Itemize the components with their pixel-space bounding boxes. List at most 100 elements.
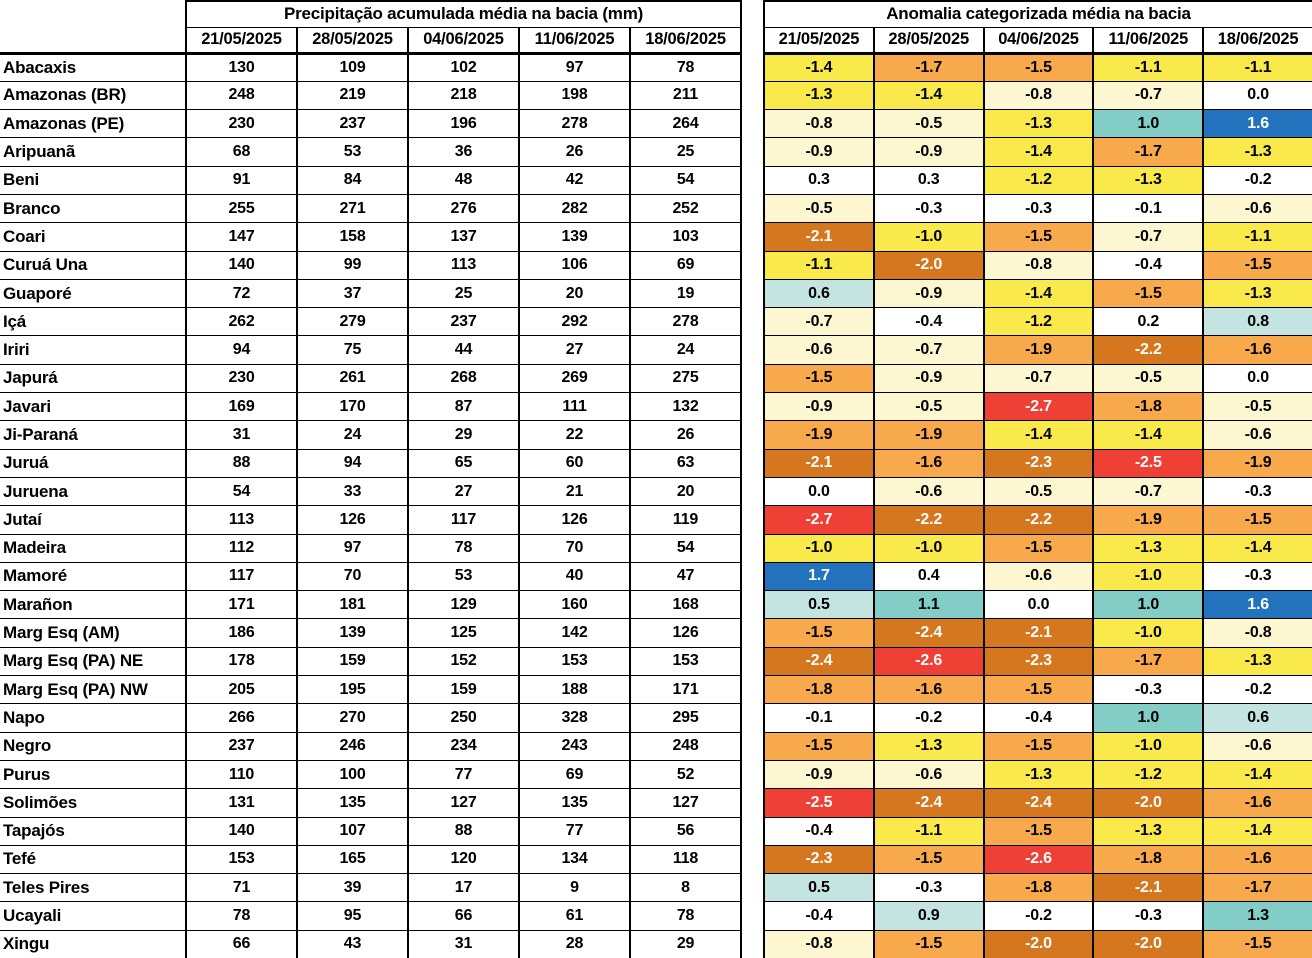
- date-header: 21/05/2025: [185, 26, 298, 55]
- anomaly-row: -0.9 -0.9 -1.4 -1.7 -1.3: [763, 137, 1312, 167]
- anomaly-row: -1.4 -1.7 -1.5 -1.1 -1.1: [763, 52, 1312, 82]
- anomaly-value-cell: -2.0: [872, 250, 985, 280]
- precip-value-cell: 169: [185, 392, 298, 422]
- anomaly-value-cell: -1.4: [1202, 816, 1312, 846]
- basin-label: Solimões: [0, 788, 187, 818]
- anomaly-value-cell: -1.5: [872, 929, 985, 958]
- anomaly-value-cell: -1.6: [872, 448, 985, 478]
- precip-value-cell: 91: [185, 165, 298, 195]
- precip-value-cell: 56: [628, 816, 743, 846]
- basin-label: Juruena: [0, 476, 187, 507]
- basin-label: Marg Esq (PA) NW: [0, 675, 187, 705]
- anomaly-value-cell: -0.3: [1092, 675, 1205, 705]
- anomaly-value-cell: -1.3: [1202, 646, 1312, 677]
- precip-value-cell: 61: [518, 901, 631, 931]
- precip-value-cell: 159: [407, 675, 520, 705]
- anomaly-value-cell: -1.0: [763, 533, 875, 563]
- anomaly-value-cell: -0.3: [872, 873, 985, 903]
- anomaly-row: 1.7 0.4 -0.6 -1.0 -0.3: [763, 561, 1312, 592]
- anomaly-value-cell: -1.8: [1092, 392, 1205, 422]
- anomaly-value-cell: -1.5: [982, 731, 1095, 761]
- precip-value-cell: 36: [407, 137, 520, 167]
- precip-value-cell: 39: [296, 873, 409, 903]
- precip-row: Ucayali 78 95 66 61 78: [0, 901, 743, 931]
- precip-value-cell: 106: [518, 250, 631, 280]
- precip-value-cell: 328: [518, 703, 631, 733]
- anomaly-value-cell: -1.9: [1092, 505, 1205, 535]
- precip-value-cell: 24: [296, 420, 409, 450]
- precip-value-cell: 88: [185, 448, 298, 478]
- anomaly-value-cell: -0.8: [982, 250, 1095, 280]
- anomaly-value-cell: -1.7: [1202, 873, 1312, 903]
- anomaly-value-cell: -1.4: [1092, 420, 1205, 450]
- precip-value-cell: 78: [185, 901, 298, 931]
- precip-row: Marg Esq (PA) NW 205 195 159 188 171: [0, 675, 743, 705]
- anomaly-value-cell: -0.6: [763, 335, 875, 365]
- precip-value-cell: 66: [185, 929, 298, 958]
- anomaly-value-cell: -2.0: [1092, 788, 1205, 818]
- precip-row: Juruá 88 94 65 60 63: [0, 448, 743, 478]
- precip-value-cell: 278: [628, 307, 743, 337]
- precip-value-cell: 117: [407, 505, 520, 535]
- precip-value-cell: 9: [518, 873, 631, 903]
- anomaly-row: -2.7 -2.2 -2.2 -1.9 -1.5: [763, 505, 1312, 535]
- anomaly-value-cell: -1.3: [982, 759, 1095, 790]
- precip-row: Marañon 171 181 129 160 168: [0, 590, 743, 620]
- precip-value-cell: 29: [407, 420, 520, 450]
- basin-label: Iriri: [0, 335, 187, 365]
- anomaly-value-cell: 0.3: [872, 165, 985, 195]
- anomaly-value-cell: -1.5: [1092, 278, 1205, 309]
- anomaly-row: -2.3 -1.5 -2.6 -1.8 -1.6: [763, 844, 1312, 875]
- precip-value-cell: 48: [407, 165, 520, 195]
- precip-value-cell: 29: [628, 929, 743, 958]
- precip-value-cell: 126: [518, 505, 631, 535]
- precip-row: Amazonas (PE) 230 237 196 278 264: [0, 109, 743, 139]
- precip-value-cell: 218: [407, 80, 520, 111]
- precip-value-cell: 47: [628, 561, 743, 592]
- anomaly-value-cell: -0.9: [763, 392, 875, 422]
- precip-row: Amazonas (BR) 248 219 218 198 211: [0, 80, 743, 111]
- corner-cell: [0, 1, 187, 55]
- precip-value-cell: 292: [518, 307, 631, 337]
- anomaly-row: -2.1 -1.6 -2.3 -2.5 -1.9: [763, 448, 1312, 478]
- anomaly-value-cell: -2.7: [982, 392, 1095, 422]
- anomaly-value-cell: -2.4: [872, 618, 985, 648]
- basin-label: Negro: [0, 731, 187, 761]
- precip-value-cell: 243: [518, 731, 631, 761]
- precip-value-cell: 165: [296, 844, 409, 875]
- precip-value-cell: 261: [296, 363, 409, 394]
- basin-label: Purus: [0, 759, 187, 790]
- basin-label: Marañon: [0, 590, 187, 620]
- anomaly-value-cell: -1.0: [1092, 618, 1205, 648]
- precip-value-cell: 112: [185, 533, 298, 563]
- precip-value-cell: 25: [407, 278, 520, 309]
- precip-value-cell: 248: [628, 731, 743, 761]
- precip-value-cell: 20: [628, 476, 743, 507]
- precip-row: Marg Esq (AM) 186 139 125 142 126: [0, 618, 743, 648]
- precip-value-cell: 237: [296, 109, 409, 139]
- anomaly-value-cell: -2.0: [982, 929, 1095, 958]
- precip-row: Iriri 94 75 44 27 24: [0, 335, 743, 365]
- anomaly-row: -0.9 -0.5 -2.7 -1.8 -0.5: [763, 392, 1312, 422]
- precip-value-cell: 142: [518, 618, 631, 648]
- precip-value-cell: 230: [185, 363, 298, 394]
- precip-dates-row: 21/05/2025 28/05/2025 04/06/2025 11/06/2…: [0, 26, 743, 55]
- precip-value-cell: 140: [185, 816, 298, 846]
- anomaly-value-cell: -1.5: [1202, 929, 1312, 958]
- precip-value-cell: 26: [628, 420, 743, 450]
- anomaly-value-cell: -2.4: [763, 646, 875, 677]
- anomaly-value-cell: -0.5: [1202, 392, 1312, 422]
- precip-row: Purus 110 100 77 69 52: [0, 759, 743, 790]
- precip-value-cell: 127: [407, 788, 520, 818]
- anomaly-value-cell: -1.5: [982, 533, 1095, 563]
- precip-row: Tapajós 140 107 88 77 56: [0, 816, 743, 846]
- anomaly-value-cell: -0.2: [1202, 165, 1312, 195]
- precip-value-cell: 94: [185, 335, 298, 365]
- anomaly-row: -2.1 -1.0 -1.5 -0.7 -1.1: [763, 222, 1312, 252]
- precip-value-cell: 110: [185, 759, 298, 790]
- anomaly-value-cell: -2.1: [763, 448, 875, 478]
- anomaly-value-cell: -1.5: [982, 675, 1095, 705]
- basin-label: Japurá: [0, 363, 187, 394]
- anomaly-value-cell: -0.6: [1202, 193, 1312, 224]
- precip-value-cell: 60: [518, 448, 631, 478]
